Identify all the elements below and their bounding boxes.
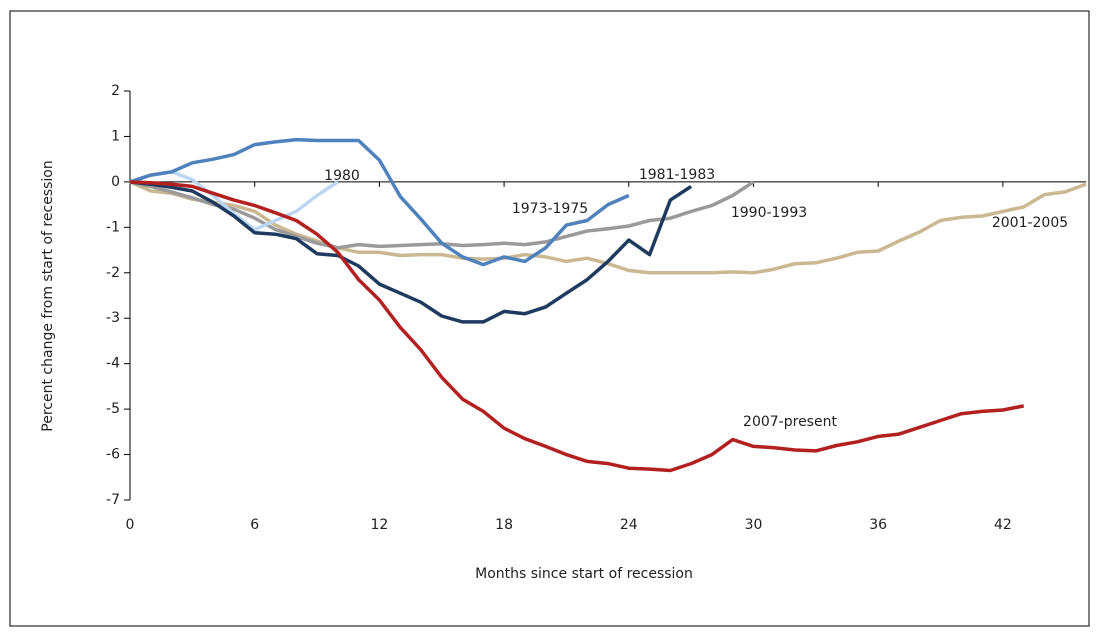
series-label: 1990-1993 xyxy=(731,205,807,221)
x-tick-label: 0 xyxy=(126,517,135,533)
series-line xyxy=(129,180,1025,473)
y-tick-label: -6 xyxy=(106,447,120,463)
x-tick-label: 6 xyxy=(250,517,259,533)
x-axis-label: Months since start of recession xyxy=(475,566,693,582)
y-tick-label: -1 xyxy=(106,219,120,235)
x-tick-label: 12 xyxy=(370,517,388,533)
x-tick-label: 36 xyxy=(869,517,887,533)
y-tick-label: -4 xyxy=(106,356,120,372)
series-line xyxy=(129,137,630,267)
series-label: 2001-2005 xyxy=(992,215,1068,231)
y-tick-label: -7 xyxy=(106,492,120,508)
y-tick-label: 0 xyxy=(111,174,120,190)
y-tick-label: -3 xyxy=(106,310,120,326)
x-tick-label: 42 xyxy=(994,517,1012,533)
y-tick-label: -2 xyxy=(106,265,120,281)
x-tick-label: 30 xyxy=(745,517,763,533)
y-tick-label: -5 xyxy=(106,401,120,417)
series-line xyxy=(129,180,693,324)
y-tick-label: 2 xyxy=(111,83,120,99)
series-label: 1973-1975 xyxy=(512,201,588,217)
chart-border xyxy=(9,10,1090,627)
series-label: 2007-present xyxy=(743,414,837,430)
x-tick-label: 18 xyxy=(495,517,513,533)
y-tick-label: 1 xyxy=(111,128,120,144)
series-label: 1981-1983 xyxy=(639,167,715,183)
series-label: 1980 xyxy=(324,168,360,184)
y-axis-label: Percent change from start of recession xyxy=(40,160,56,431)
x-tick-label: 24 xyxy=(620,517,638,533)
